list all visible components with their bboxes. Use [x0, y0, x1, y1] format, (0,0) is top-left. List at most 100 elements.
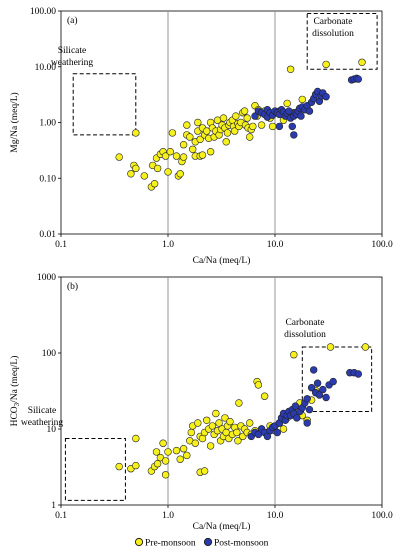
legend-pre-marker — [134, 537, 144, 547]
x-axis-label: Ca/Na (meq/L) — [193, 521, 251, 532]
y-tick-label: 100 — [42, 349, 57, 359]
annotation-label: Carbonate — [285, 318, 324, 328]
point-pre-monsoon — [233, 428, 241, 437]
annotation-box — [306, 13, 378, 70]
point-post-monsoon — [305, 107, 314, 115]
point-pre-monsoon — [219, 114, 228, 122]
point-pre-monsoon — [260, 392, 269, 400]
point-post-monsoon — [354, 75, 362, 83]
point-pre-monsoon — [206, 442, 215, 450]
point-post-monsoon — [273, 428, 281, 437]
point-pre-monsoon — [268, 122, 277, 131]
x-tick-label: 10.0 — [267, 240, 284, 250]
point-pre-monsoon — [194, 118, 202, 127]
point-pre-monsoon — [254, 381, 263, 389]
point-pre-monsoon — [221, 414, 229, 422]
point-pre-monsoon — [164, 168, 172, 176]
point-pre-monsoon — [115, 153, 123, 161]
point-post-monsoon — [305, 405, 314, 414]
point-pre-monsoon — [156, 453, 165, 462]
point-post-monsoon — [290, 131, 298, 139]
y-tick-label: 0.10 — [39, 174, 56, 184]
point-pre-monsoon — [132, 129, 140, 137]
point-pre-monsoon — [194, 419, 202, 427]
point-post-monsoon — [310, 366, 318, 374]
point-pre-monsoon — [203, 127, 211, 135]
point-pre-monsoon — [196, 135, 204, 144]
point-pre-monsoon — [212, 409, 220, 418]
point-pre-monsoon — [161, 457, 170, 465]
point-pre-monsoon — [215, 419, 223, 427]
y-tick-label: 1000 — [37, 273, 56, 283]
point-post-monsoon — [251, 112, 259, 120]
point-pre-monsoon — [206, 148, 215, 156]
x-tick-label: 0.1 — [55, 240, 67, 250]
point-pre-monsoon — [290, 351, 298, 359]
point-pre-monsoon — [243, 114, 251, 122]
point-pre-monsoon — [203, 416, 211, 424]
point-pre-monsoon — [257, 121, 266, 129]
panel-label: (b) — [67, 281, 78, 292]
point-pre-monsoon — [279, 425, 288, 433]
point-pre-monsoon — [189, 145, 197, 154]
point-pre-monsoon — [140, 172, 149, 180]
point-pre-monsoon — [179, 141, 188, 149]
annotation-label: Carbonate — [313, 17, 352, 27]
legend: Pre-monsoon Post-monsoon — [134, 537, 269, 549]
point-pre-monsoon — [191, 439, 200, 447]
point-pre-monsoon — [298, 95, 306, 104]
y-tick-label: 100.00 — [30, 7, 56, 17]
panel-b: 0.1 1.0 10.0 100.0 1 10 100 1000 Ca/Na (meq/L) HC… — [9, 273, 393, 532]
point-post-monsoon — [313, 379, 322, 387]
point-pre-monsoon — [153, 460, 162, 468]
point-post-monsoon — [315, 391, 324, 399]
point-pre-monsoon — [161, 471, 170, 479]
point-post-monsoon — [354, 370, 362, 378]
point-pre-monsoon — [115, 462, 123, 471]
point-pre-monsoon — [176, 455, 184, 463]
point-pre-monsoon — [183, 121, 191, 129]
point-pre-monsoon — [231, 127, 239, 135]
point-pre-monsoon — [226, 417, 234, 426]
panel-a: 0.1 1.0 10.0 100.0 0.01 0.10 1.00 10.00 100.00 Ca… — [9, 7, 393, 266]
point-pre-monsoon — [249, 122, 257, 131]
point-post-monsoon — [329, 377, 337, 386]
annotation-box — [64, 437, 126, 501]
panel-label: (a) — [67, 15, 78, 26]
annotation-label: Silicate — [28, 406, 57, 416]
point-pre-monsoon — [326, 343, 335, 351]
point-post-monsoon — [303, 395, 311, 403]
y-tick-label: 0.01 — [39, 230, 56, 240]
point-pre-monsoon — [232, 112, 240, 120]
x-tick-label: 1.0 — [162, 511, 174, 521]
point-pre-monsoon — [222, 138, 230, 146]
annotation-label: Silicate — [58, 46, 87, 56]
y-tick-label: 10 — [47, 425, 57, 435]
point-pre-monsoon — [150, 180, 159, 188]
y-axis-label: HCO3/Na (meq/L) — [9, 356, 21, 427]
x-tick-label: 100.0 — [371, 240, 393, 250]
point-pre-monsoon — [286, 65, 295, 74]
y-tick-label: 1 — [51, 501, 56, 511]
point-post-monsoon — [319, 385, 327, 394]
point-pre-monsoon — [198, 151, 207, 159]
point-pre-monsoon — [127, 170, 135, 178]
point-post-monsoon — [307, 384, 316, 392]
point-pre-monsoon — [223, 129, 232, 137]
x-tick-label: 1.0 — [162, 240, 174, 250]
annotation-label: dissolution — [312, 29, 354, 39]
x-tick-label: 100.0 — [371, 511, 393, 521]
point-pre-monsoon — [176, 170, 184, 178]
annotation-label: weathering — [21, 418, 63, 428]
point-pre-monsoon — [187, 428, 196, 437]
point-post-monsoon — [293, 414, 301, 422]
legend-post-label: Post-monsoon — [214, 539, 269, 549]
point-pre-monsoon — [166, 148, 175, 156]
point-pre-monsoon — [208, 422, 217, 430]
point-pre-monsoon — [361, 343, 370, 351]
point-pre-monsoon — [172, 446, 181, 455]
point-pre-monsoon — [235, 399, 243, 407]
annotation-label: weathering — [51, 58, 93, 68]
annotation-box — [301, 346, 373, 412]
